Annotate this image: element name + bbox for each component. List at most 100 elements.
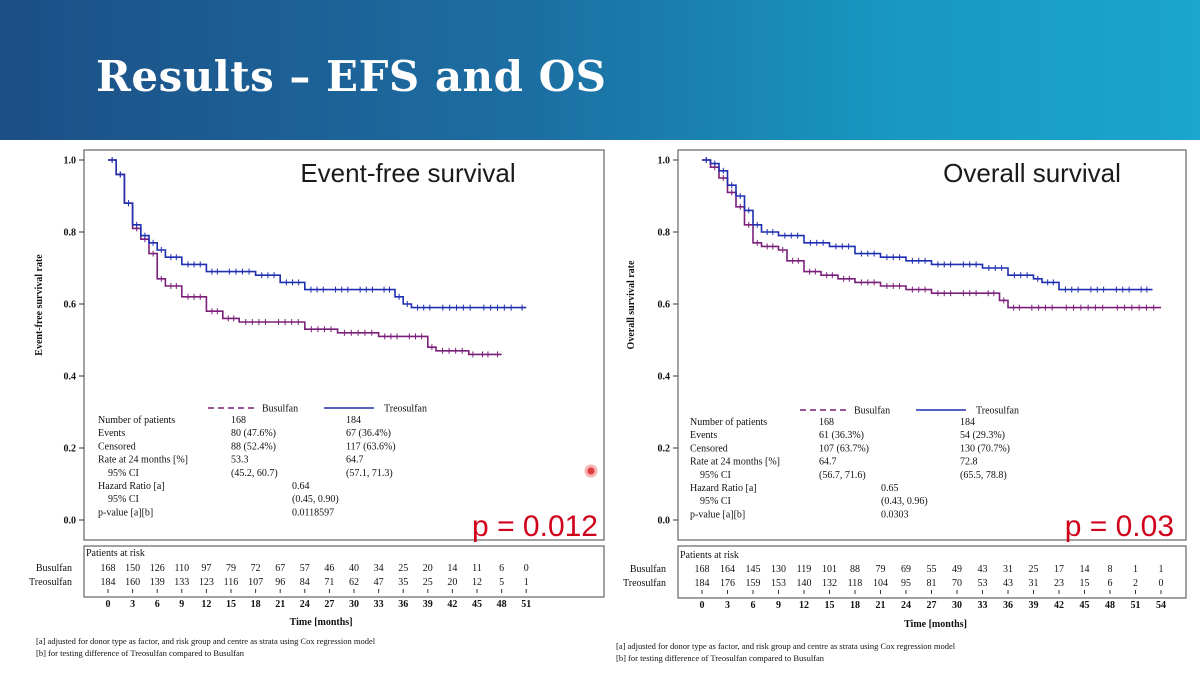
risk-count: 12	[472, 577, 482, 588]
x-tick-label: 0	[700, 600, 705, 611]
risk-count: 35	[398, 577, 408, 588]
x-tick-label: 42	[1054, 600, 1064, 611]
stats-busulfan-value: 64.7	[819, 457, 837, 468]
risk-count: 34	[374, 563, 384, 574]
risk-count: 25	[423, 577, 433, 588]
p-value-exact: 0.0303	[881, 509, 909, 520]
risk-count: 23	[1054, 578, 1064, 589]
risk-count: 20	[423, 563, 433, 574]
stats-treosulfan-value: 117 (63.6%)	[346, 441, 396, 452]
risk-count: 8	[1108, 564, 1113, 575]
stats-treosulfan-value: 184	[346, 415, 361, 426]
stats-treosulfan-value: (57.1, 71.3)	[346, 468, 393, 479]
risk-count: 159	[746, 578, 761, 589]
risk-count: 168	[695, 564, 710, 575]
risk-count: 62	[349, 577, 359, 588]
y-tick-label: 0.2	[658, 444, 671, 455]
risk-count: 25	[398, 563, 408, 574]
risk-count: 139	[150, 577, 165, 588]
x-tick-label: 6	[751, 600, 756, 611]
x-tick-label: 3	[130, 599, 135, 610]
stats-row-label: 95% CI	[700, 470, 731, 481]
y-tick-label: 0.0	[64, 516, 77, 527]
risk-count: 164	[720, 564, 735, 575]
risk-count: 88	[850, 564, 860, 575]
hazard-ratio-ci: (0.45, 0.90)	[292, 494, 339, 505]
pointer-dot	[584, 464, 598, 478]
risk-count: 49	[952, 564, 962, 575]
x-tick-label: 48	[1105, 600, 1115, 611]
x-tick-label: 21	[876, 600, 886, 611]
risk-count: 184	[695, 578, 710, 589]
x-tick-label: 30	[952, 600, 962, 611]
risk-count: 79	[226, 563, 236, 574]
stats-row-label: 95% CI	[700, 496, 731, 507]
risk-count: 130	[771, 564, 786, 575]
p-value-annotation: p = 0.012	[472, 510, 598, 543]
risk-count: 0	[524, 563, 529, 574]
stats-busulfan-value: 80 (47.6%)	[231, 428, 276, 439]
risk-table-header: Patients at risk	[86, 548, 145, 559]
risk-table-header: Patients at risk	[680, 550, 739, 561]
risk-count: 43	[1003, 578, 1013, 589]
plot-frame	[83, 149, 605, 541]
stats-row-label: p-value [a][b]	[98, 507, 153, 518]
risk-count: 118	[848, 578, 863, 589]
risk-count: 70	[952, 578, 962, 589]
footnote-b: [b] for testing difference of Treosulfan…	[36, 648, 245, 658]
footnote-b: [b] for testing difference of Treosulfan…	[616, 653, 825, 663]
risk-count: 168	[101, 563, 116, 574]
risk-count: 46	[324, 563, 334, 574]
stats-treosulfan-value: 130 (70.7%)	[960, 443, 1010, 454]
risk-count: 14	[1080, 564, 1090, 575]
stats-row-label: Rate at 24 months [%]	[98, 455, 188, 466]
slide-title: Results – EFS and OS	[96, 52, 607, 101]
x-tick-label: 54	[1156, 600, 1166, 611]
risk-table-frame	[677, 545, 1187, 599]
x-tick-label: 9	[776, 600, 781, 611]
risk-count: 15	[1080, 578, 1090, 589]
series-treosulfan-line	[108, 159, 527, 309]
stats-treosulfan-value: 67 (36.4%)	[346, 428, 391, 439]
risk-count: 133	[174, 577, 189, 588]
legend-treosulfan-label: Treosulfan	[384, 404, 427, 415]
risk-count: 84	[300, 577, 310, 588]
stats-busulfan-value: 168	[231, 415, 246, 426]
stats-row-label: Censored	[690, 443, 728, 454]
risk-count: 184	[101, 577, 116, 588]
stats-row-label: Number of patients	[98, 415, 175, 426]
risk-count: 150	[125, 563, 140, 574]
stats-busulfan-value: 88 (52.4%)	[231, 441, 276, 452]
efs-chart: 0.0 0.2 0.4 0.6 0.8 1.0 Event-free survival ra…	[29, 149, 605, 658]
x-tick-label: 33	[374, 599, 384, 610]
stats-row-label: Censored	[98, 441, 136, 452]
y-tick-label: 0.0	[658, 516, 671, 527]
y-tick-label: 0.6	[64, 300, 77, 311]
series-treosulfan-line	[702, 159, 1153, 291]
risk-row-label-treosulfan: Treosulfan	[623, 578, 666, 589]
risk-count: 176	[720, 578, 735, 589]
p-value-annotation: p = 0.03	[1065, 510, 1174, 543]
risk-count: 95	[901, 578, 911, 589]
risk-count: 81	[927, 578, 937, 589]
risk-count: 1	[1159, 564, 1164, 575]
x-tick-label: 24	[901, 600, 911, 611]
risk-row-label-treosulfan: Treosulfan	[29, 577, 72, 588]
risk-count: 79	[876, 564, 886, 575]
risk-count: 97	[201, 563, 211, 574]
x-tick-label: 45	[1080, 600, 1090, 611]
risk-count: 153	[771, 578, 786, 589]
stats-treosulfan-value: 184	[960, 417, 975, 428]
y-tick-label: 0.2	[64, 444, 77, 455]
risk-count: 140	[797, 578, 812, 589]
stats-row-label: Hazard Ratio [a]	[690, 483, 757, 494]
stats-treosulfan-value: (65.5, 78.8)	[960, 470, 1007, 481]
risk-count: 43	[978, 564, 988, 575]
risk-count: 6	[499, 563, 504, 574]
risk-count: 5	[499, 577, 504, 588]
plot-frame	[677, 149, 1187, 541]
stats-busulfan-value: (56.7, 71.6)	[819, 470, 866, 481]
x-tick-label: 15	[825, 600, 835, 611]
stats-busulfan-value: 61 (36.3%)	[819, 430, 864, 441]
risk-count: 40	[349, 563, 359, 574]
